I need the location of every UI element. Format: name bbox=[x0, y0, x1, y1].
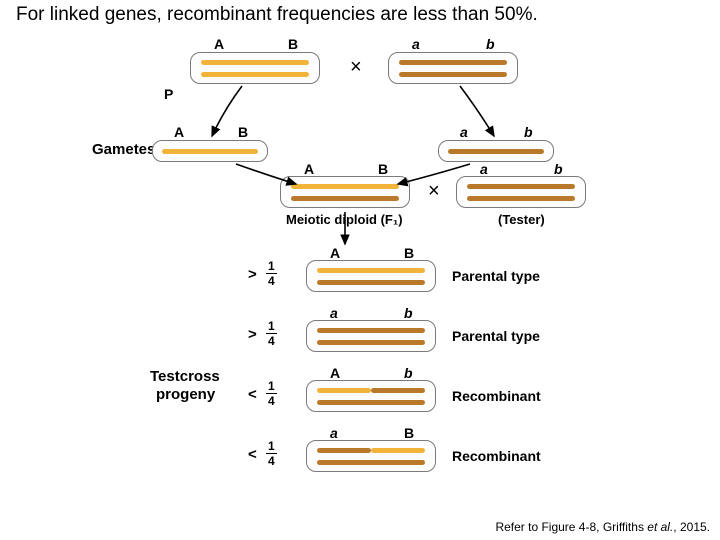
parent-right-chrom bbox=[388, 52, 518, 84]
allele-label: b bbox=[404, 305, 413, 321]
allele-label: B bbox=[404, 425, 414, 441]
allele-label: B bbox=[238, 124, 248, 140]
allele-label: B bbox=[378, 161, 388, 177]
inequality: < bbox=[248, 446, 257, 463]
allele-label: A bbox=[330, 365, 340, 381]
allele-label: b bbox=[524, 124, 533, 140]
allele-label: A bbox=[304, 161, 314, 177]
chrom-bar bbox=[317, 388, 371, 393]
parent-left-chrom bbox=[190, 52, 320, 84]
gamete-right bbox=[438, 140, 554, 162]
fraction: 1 4 bbox=[266, 320, 277, 347]
allele-label: a bbox=[480, 161, 488, 177]
frac-num: 1 bbox=[266, 260, 277, 274]
citation-suffix: , 2015. bbox=[673, 520, 710, 534]
progeny-1 bbox=[306, 260, 436, 292]
chrom-bar bbox=[317, 340, 425, 345]
frac-den: 4 bbox=[268, 454, 275, 467]
allele-label: b bbox=[554, 161, 563, 177]
frac-num: 1 bbox=[266, 440, 277, 454]
cross-symbol: × bbox=[428, 180, 440, 203]
progeny-4 bbox=[306, 440, 436, 472]
chrom-bar bbox=[371, 388, 425, 393]
frac-den: 4 bbox=[268, 394, 275, 407]
progeny-2 bbox=[306, 320, 436, 352]
tester-chrom bbox=[456, 176, 586, 208]
chrom-bar bbox=[291, 196, 399, 201]
allele-label: a bbox=[330, 425, 338, 441]
chrom-bar bbox=[317, 268, 425, 273]
chrom-bar bbox=[317, 448, 371, 453]
f1-label: Meiotic diploid (F₁) bbox=[286, 212, 403, 227]
gamete-left bbox=[152, 140, 268, 162]
chrom-bar bbox=[448, 149, 544, 154]
chrom-bar bbox=[317, 280, 425, 285]
chrom-bar bbox=[317, 400, 425, 405]
tester-label: (Tester) bbox=[498, 212, 545, 227]
allele-label: b bbox=[486, 36, 495, 52]
chrom-bar bbox=[371, 448, 425, 453]
allele-label: A bbox=[174, 124, 184, 140]
progeny-type: Recombinant bbox=[452, 448, 541, 464]
page-title: For linked genes, recombinant frequencie… bbox=[16, 4, 538, 26]
chrom-bar bbox=[467, 184, 575, 189]
inequality: > bbox=[248, 326, 257, 343]
progeny-type: Parental type bbox=[452, 328, 540, 344]
progeny-type: Recombinant bbox=[452, 388, 541, 404]
allele-label: A bbox=[214, 36, 224, 52]
gametes-label: Gametes bbox=[92, 141, 155, 158]
progeny-type: Parental type bbox=[452, 268, 540, 284]
chrom-bar bbox=[201, 72, 309, 77]
testcross-label: Testcross bbox=[150, 368, 220, 385]
frac-den: 4 bbox=[268, 334, 275, 347]
allele-label: a bbox=[330, 305, 338, 321]
allele-label: a bbox=[460, 124, 468, 140]
fraction: 1 4 bbox=[266, 260, 277, 287]
fraction: 1 4 bbox=[266, 440, 277, 467]
chrom-bar bbox=[162, 149, 258, 154]
chrom-bar bbox=[291, 184, 399, 189]
progeny-3 bbox=[306, 380, 436, 412]
chrom-bar bbox=[317, 460, 425, 465]
chrom-bar bbox=[399, 60, 507, 65]
f1-chrom bbox=[280, 176, 410, 208]
allele-label: b bbox=[404, 365, 413, 381]
inequality: > bbox=[248, 266, 257, 283]
p-label: P bbox=[164, 86, 173, 102]
frac-num: 1 bbox=[266, 380, 277, 394]
chrom-bar bbox=[201, 60, 309, 65]
fraction: 1 4 bbox=[266, 380, 277, 407]
citation-ital: et al. bbox=[647, 520, 673, 534]
chrom-bar bbox=[317, 328, 425, 333]
chrom-bar bbox=[467, 196, 575, 201]
progeny-label: progeny bbox=[156, 386, 215, 403]
inequality: < bbox=[248, 386, 257, 403]
citation-prefix: Refer to Figure 4-8, Griffiths bbox=[495, 520, 647, 534]
allele-label: B bbox=[288, 36, 298, 52]
allele-label: a bbox=[412, 36, 420, 52]
frac-num: 1 bbox=[266, 320, 277, 334]
cross-symbol: × bbox=[350, 56, 362, 79]
chrom-bar bbox=[399, 72, 507, 77]
allele-label: A bbox=[330, 245, 340, 261]
frac-den: 4 bbox=[268, 274, 275, 287]
allele-label: B bbox=[404, 245, 414, 261]
citation: Refer to Figure 4-8, Griffiths et al., 2… bbox=[495, 520, 710, 534]
